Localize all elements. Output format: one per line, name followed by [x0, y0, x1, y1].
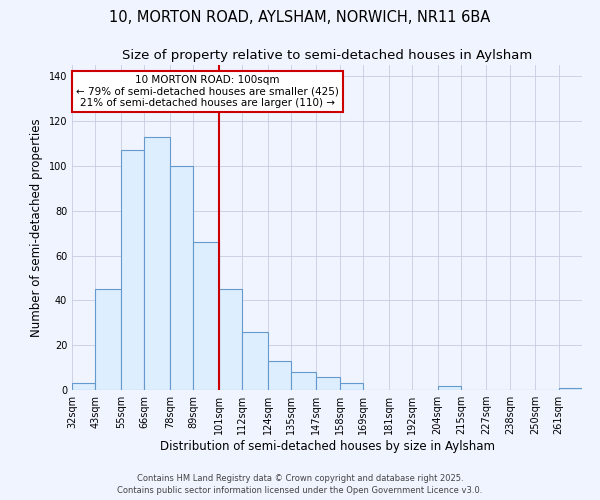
Text: 10 MORTON ROAD: 100sqm
← 79% of semi-detached houses are smaller (425)
21% of se: 10 MORTON ROAD: 100sqm ← 79% of semi-det…: [76, 74, 338, 108]
Bar: [559, 388, 582, 390]
Title: Size of property relative to semi-detached houses in Aylsham: Size of property relative to semi-detach…: [122, 50, 532, 62]
Text: 10, MORTON ROAD, AYLSHAM, NORWICH, NR11 6BA: 10, MORTON ROAD, AYLSHAM, NORWICH, NR11 …: [109, 10, 491, 25]
Bar: [437, 386, 461, 390]
Bar: [218, 289, 242, 390]
Bar: [193, 242, 218, 390]
Bar: [316, 376, 340, 390]
Bar: [170, 166, 193, 390]
Bar: [242, 332, 268, 390]
X-axis label: Distribution of semi-detached houses by size in Aylsham: Distribution of semi-detached houses by …: [160, 440, 494, 453]
Y-axis label: Number of semi-detached properties: Number of semi-detached properties: [30, 118, 43, 337]
Bar: [291, 372, 316, 390]
Bar: [340, 384, 363, 390]
Bar: [144, 136, 170, 390]
Bar: [268, 361, 291, 390]
Text: Contains HM Land Registry data © Crown copyright and database right 2025.
Contai: Contains HM Land Registry data © Crown c…: [118, 474, 482, 495]
Bar: [121, 150, 144, 390]
Bar: [95, 289, 121, 390]
Bar: [72, 384, 95, 390]
